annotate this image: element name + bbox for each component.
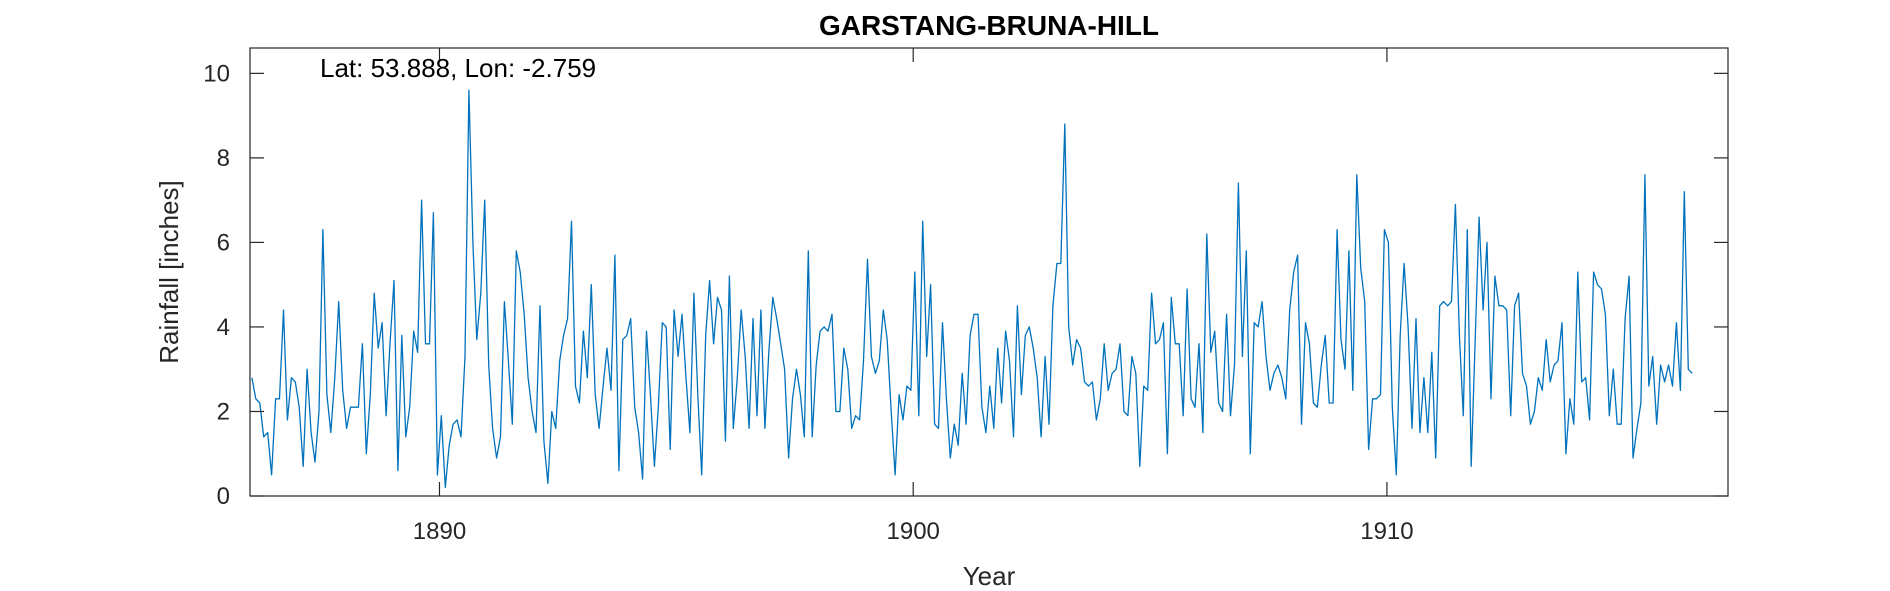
plot-area xyxy=(250,48,1728,496)
ticks-layer: 0 2 4 6 8 10 1890 1900 1910 xyxy=(203,48,1728,545)
x-tick-label: 1890 xyxy=(413,518,466,545)
location-annotation: Lat: 53.888, Lon: -2.759 xyxy=(320,53,596,83)
rainfall-series-line xyxy=(251,89,1693,489)
x-axis-label: Year xyxy=(963,561,1016,591)
plot-frame xyxy=(249,47,1729,497)
y-tick-label: 0 xyxy=(217,483,230,510)
y-tick-label: 6 xyxy=(217,229,230,256)
data-layer xyxy=(251,89,1693,489)
x-tick-label: 1900 xyxy=(887,518,940,545)
y-tick-label: 2 xyxy=(217,398,230,425)
x-tick-label: 1910 xyxy=(1360,518,1413,545)
y-tick-label: 4 xyxy=(217,314,230,341)
y-tick-label: 8 xyxy=(217,145,230,172)
y-tick-label: 10 xyxy=(203,60,230,87)
chart-title: GARSTANG-BRUNA-HILL xyxy=(819,10,1159,41)
y-axis-label: Rainfall [inches] xyxy=(154,180,184,364)
